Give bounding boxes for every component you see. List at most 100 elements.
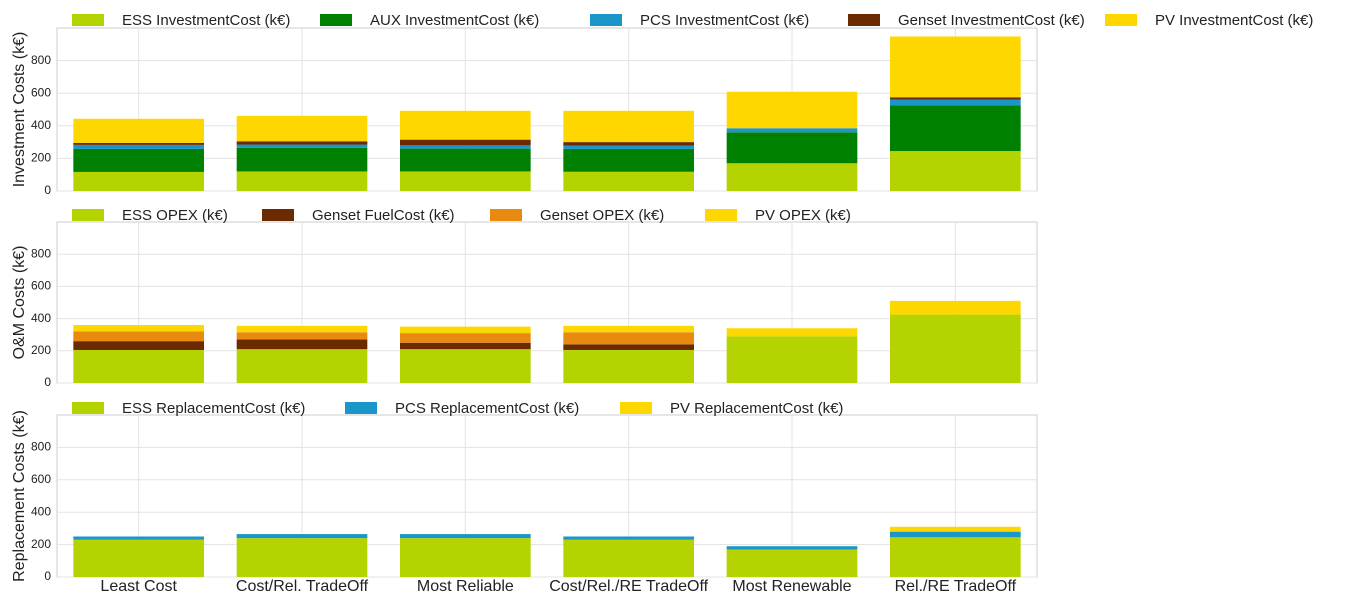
plot-area [56,414,1038,578]
legend-swatch [262,209,294,221]
bar-segment [236,171,368,191]
x-tick-label: Least Cost [100,578,177,594]
bar-segment [400,326,531,334]
bar-segment [726,336,858,383]
bar-segment [563,539,694,577]
bar-segment [236,349,368,383]
legend-label: ESS ReplacementCost (k€) [122,400,305,417]
x-tick-label: Rel./RE TradeOff [895,578,1017,594]
legend-label: PV OPEX (k€) [755,207,851,224]
bar-segment [563,325,694,333]
y-tick-label: 600 [31,279,51,293]
bar-segment [563,332,694,345]
x-tick-label: Most Renewable [732,578,851,594]
bar-segment [890,151,1021,191]
bar-segment [726,128,858,133]
bar-segment [73,536,204,540]
bar-segment [890,97,1021,100]
y-tick-label: 800 [31,246,51,260]
plot-area [56,221,1038,384]
bar-segment [890,314,1021,383]
bar-segment [563,171,694,191]
bar-segment [563,142,694,146]
bar-segment [73,148,204,172]
bar-segment [73,349,204,383]
legend-swatch [320,14,352,26]
x-tick-label: Cost/Rel. TradeOff [236,578,369,594]
legend-label: ESS InvestmentCost (k€) [122,12,290,29]
bar-segment [236,332,368,340]
bar-segment [400,171,531,191]
bar-segment [236,538,368,577]
bar-segment [726,163,858,191]
legend-label: PV InvestmentCost (k€) [1155,12,1313,29]
y-axis-label: Investment Costs (k€) [11,32,28,188]
bar-segment [400,349,531,383]
bar-segment [400,110,531,140]
y-tick-label: 0 [44,183,51,197]
y-tick-label: 200 [31,151,51,165]
bar-segment [400,148,531,172]
legend-label: PCS InvestmentCost (k€) [640,12,809,29]
bar-segment [236,144,368,148]
y-tick-label: 200 [31,537,51,551]
bar-segment [400,333,531,343]
y-tick-label: 0 [44,569,51,583]
bar-segment [890,526,1021,532]
bar-segment [726,328,858,337]
bar-segment [726,91,858,129]
y-tick-label: 600 [31,472,51,486]
y-axis-label: Replacement Costs (k€) [11,410,28,582]
bar-segment [73,331,204,342]
legend-swatch [72,209,104,221]
bar-segment [563,110,694,143]
bar-segment [236,325,368,333]
y-tick-label: 400 [31,118,51,132]
bar-segment [73,142,204,145]
bar-segment [400,534,531,539]
legend-label: PCS ReplacementCost (k€) [395,400,579,417]
bar-segment [236,534,368,539]
legend-label: PV ReplacementCost (k€) [670,400,843,417]
bar-segment [236,141,368,145]
legend-label: ESS OPEX (k€) [122,207,228,224]
x-tick-label: Cost/Rel./RE TradeOff [549,578,708,594]
bar-segment [73,171,204,191]
bar-segment [890,99,1021,106]
bar-segment [890,531,1021,538]
bar-segment [726,549,858,577]
y-axis-label: O&M Costs (k€) [11,246,28,360]
legend-swatch [590,14,622,26]
bar-segment [73,118,204,143]
plot-area [56,27,1038,192]
bar-segment [236,115,368,142]
legend-swatch [345,402,377,414]
bar-segment [400,538,531,577]
legend-label: Genset FuelCost (k€) [312,207,455,224]
legend-label: Genset OPEX (k€) [540,207,664,224]
bar-segment [400,342,531,350]
bar-segment [726,132,858,164]
bar-segment [890,300,1021,315]
bar-segment [563,344,694,350]
y-tick-label: 800 [31,440,51,454]
bar-segment [236,147,368,172]
bar-segment [563,145,694,149]
legend-swatch [490,209,522,221]
y-tick-label: 400 [31,504,51,518]
legend-swatch [1105,14,1137,26]
bar-segment [73,144,204,149]
y-tick-label: 600 [31,85,51,99]
bar-segment [563,148,694,172]
legend-swatch [620,402,652,414]
bar-segment [73,539,204,577]
bar-segment [236,339,368,350]
bar-segment [73,341,204,350]
legend-swatch [848,14,880,26]
y-tick-label: 0 [44,375,51,389]
bar-segment [726,546,858,550]
bar-segment [73,325,204,332]
legend-label: Genset InvestmentCost (k€) [898,12,1085,29]
legend-swatch [72,402,104,414]
